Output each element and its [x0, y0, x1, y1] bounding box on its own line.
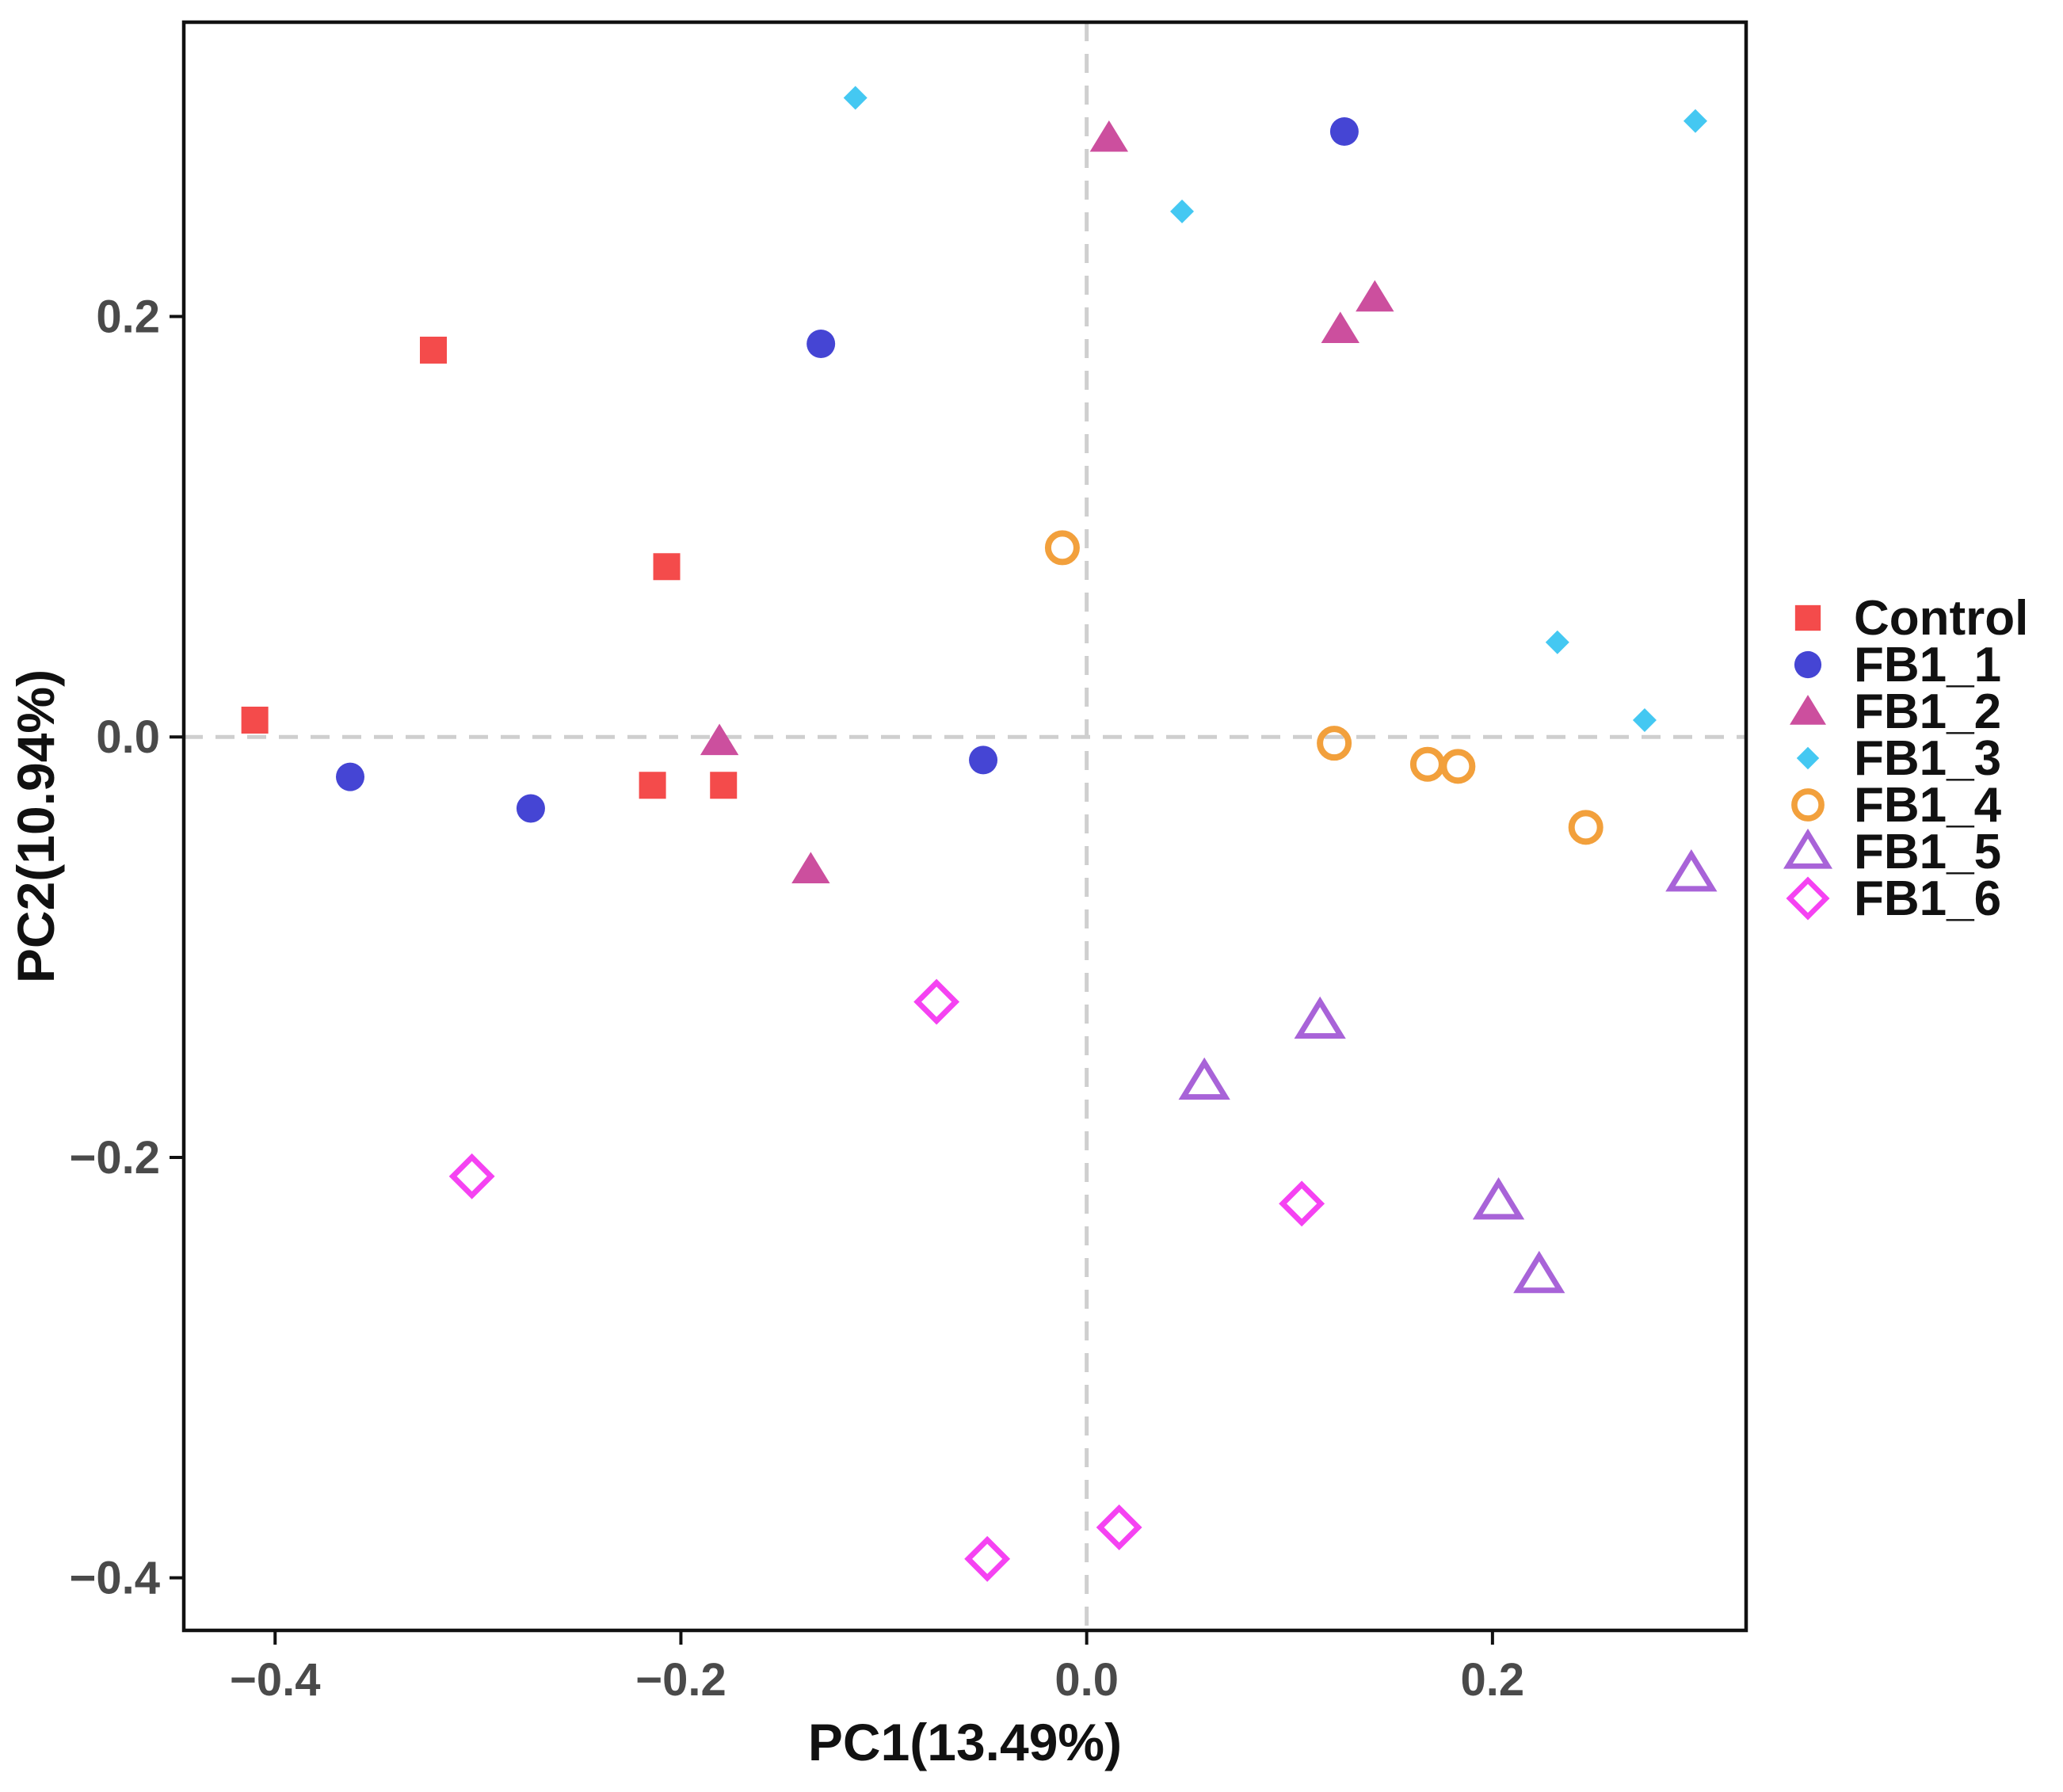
legend-item: FB1_3 [1796, 731, 2001, 786]
legend-marker [1796, 746, 1820, 770]
plot-frame [181, 20, 1748, 1633]
x-tick-label: −0.2 [635, 1654, 726, 1706]
data-point [1683, 109, 1707, 133]
data-point [653, 553, 681, 581]
data-point [1356, 280, 1394, 312]
data-point [1513, 1250, 1565, 1294]
data-point [1096, 1504, 1142, 1550]
data-point [420, 336, 448, 364]
data-point [843, 86, 868, 110]
data-point [710, 772, 738, 799]
data-point [964, 1535, 1011, 1582]
data-point [1321, 311, 1359, 344]
series-fb1-1 [336, 116, 1359, 823]
legend-marker [1794, 650, 1822, 679]
legend-item: FB1_5 [1783, 825, 2001, 879]
data-point [639, 772, 666, 799]
legend-label: FB1_6 [1854, 871, 2001, 926]
reference-lines [184, 22, 1746, 1630]
y-axis-label: PC2(10.94%) [6, 669, 65, 983]
data-point [1632, 707, 1657, 732]
legend-item: FB1_2 [1790, 684, 2001, 739]
series-fb1-3 [843, 86, 1707, 732]
legend-label: FB1_4 [1854, 778, 2002, 833]
data-point [1317, 726, 1352, 761]
data-point [1294, 996, 1346, 1039]
data-point [913, 978, 960, 1025]
data-point [791, 852, 830, 883]
data-point [1044, 530, 1080, 566]
data-points [241, 86, 1718, 1582]
legend-label: Control [1854, 591, 2028, 646]
x-axis-ticks: −0.4 −0.2 0.0 0.2 [230, 1630, 1524, 1706]
data-point [700, 723, 739, 756]
x-tick-label: −0.4 [230, 1654, 321, 1706]
series-fb1-6 [448, 978, 1325, 1582]
legend-marker [1790, 695, 1826, 725]
series-fb1-2 [700, 120, 1394, 883]
data-point [336, 762, 365, 791]
legend-marker [1786, 876, 1830, 921]
y-tick-label: −0.2 [70, 1132, 161, 1184]
y-tick-label: −0.4 [70, 1553, 161, 1604]
x-axis-label: PC1(13.49%) [808, 1713, 1122, 1771]
data-point [1279, 1180, 1325, 1227]
legend-label: FB1_3 [1854, 731, 2001, 786]
legend-label: FB1_5 [1854, 825, 2001, 879]
y-axis-ticks: 0.2 0.0 −0.2 −0.4 [70, 292, 184, 1604]
legend-marker [1794, 604, 1821, 631]
legend-label: FB1_2 [1854, 684, 2001, 739]
data-point [448, 1153, 495, 1199]
data-point [969, 745, 998, 775]
legend-marker [1791, 788, 1825, 822]
data-point [1472, 1176, 1525, 1220]
data-point [241, 706, 269, 734]
data-point [1440, 749, 1476, 784]
legend-item: Control [1794, 591, 2028, 646]
series-fb1-4 [1044, 530, 1603, 845]
series-fb1-5 [1178, 848, 1718, 1294]
x-tick-label: 0.0 [1054, 1654, 1119, 1706]
legend-item: FB1_4 [1791, 778, 2002, 833]
y-tick-label: 0.0 [96, 711, 160, 763]
legend-item: FB1_1 [1794, 638, 2001, 692]
y-tick-label: 0.2 [96, 292, 160, 343]
data-point [516, 794, 545, 823]
series-control [241, 336, 738, 799]
data-point [1089, 120, 1129, 152]
data-point [807, 330, 836, 358]
data-point [1178, 1057, 1230, 1100]
data-point [1545, 630, 1569, 654]
data-point [1568, 810, 1603, 845]
data-point [1329, 116, 1359, 146]
x-tick-label: 0.2 [1461, 1654, 1525, 1706]
data-point [1665, 848, 1718, 892]
data-point [1170, 199, 1195, 223]
legend-marker [1783, 828, 1833, 869]
legend-item: FB1_6 [1786, 871, 2001, 926]
legend-label: FB1_1 [1854, 638, 2001, 692]
